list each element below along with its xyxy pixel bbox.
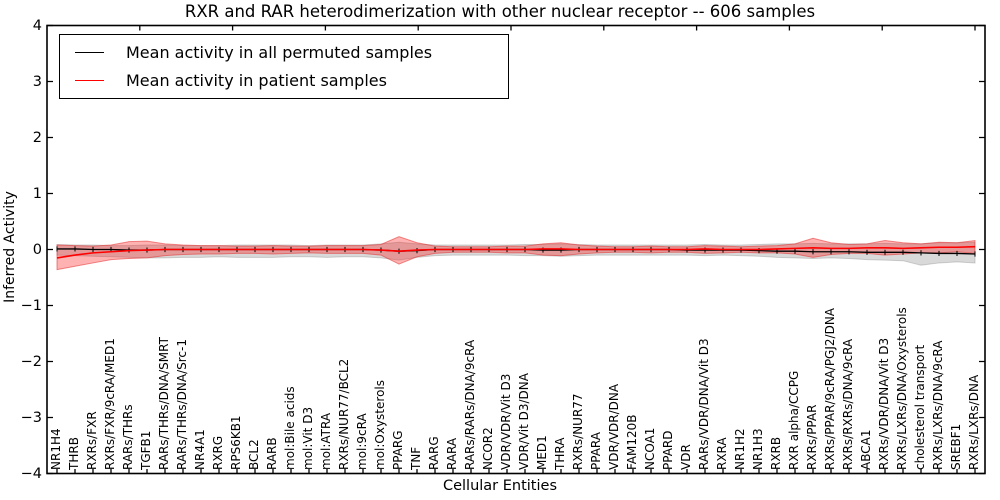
x-tick-label: RXRG: [211, 435, 225, 470]
legend-label-patient: Mean activity in patient samples: [126, 70, 387, 90]
legend-item-patient: Mean activity in patient samples: [75, 71, 508, 90]
x-tick-label: THRB: [67, 437, 81, 470]
x-tick-label: VDR/Vit D3/DNA: [517, 373, 531, 470]
x-tick-label: RARs/THRs/DNA/Src-1: [175, 339, 189, 470]
y-tick-label: −2: [20, 353, 42, 370]
x-tick-label: PPARG: [391, 430, 405, 470]
x-axis-label: Cellular Entities: [442, 478, 558, 494]
x-tick-label: RARG: [427, 436, 441, 470]
x-tick-label: NR1H4: [49, 428, 63, 470]
x-tick-label: FAM120B: [625, 414, 639, 471]
x-tick-label: RXRs/LXRs/DNA: [967, 374, 981, 470]
y-tick-label: 0: [32, 241, 42, 258]
x-tick-label: VDR: [679, 444, 693, 470]
x-tick-label: NR1H3: [751, 428, 765, 470]
x-tick-label: RARB: [265, 437, 279, 470]
patient-band: [56, 236, 976, 271]
x-tick-label: NCOR2: [481, 427, 495, 470]
x-tick-label: RPS6KB1: [229, 415, 243, 470]
x-tick-label: RXRs/VDR/DNA/Vit D3: [877, 337, 891, 470]
patient-mean-line: [56, 245, 976, 259]
x-tick-label: NR4A1: [193, 429, 207, 470]
x-tick-label: mol:Oxysterols: [373, 380, 387, 470]
x-tick-label: MED1: [535, 435, 549, 470]
y-tick-label: −3: [20, 409, 42, 426]
x-tick-label: TGFB1: [139, 430, 153, 470]
x-tick-label: RXRs/FXR: [85, 411, 99, 470]
x-tick-label: RXRs/PPAR/9cRA/PGJ2/DNA: [823, 308, 837, 470]
permuted-line-swatch: [75, 52, 104, 54]
x-tick-label: RARs/THRs/DNA/SMRT: [157, 337, 171, 470]
x-tick-label: NR1H2: [733, 428, 747, 470]
x-tick-label: THRA: [553, 437, 567, 470]
x-tick-label: PPARD: [661, 430, 675, 471]
chart-title: RXR and RAR heterodimerization with othe…: [184, 2, 816, 21]
x-tick-label: cholesterol transport: [913, 344, 927, 470]
x-tick-label: RXRs/NUR77: [571, 393, 585, 470]
x-tick-label: mol:Vit D3: [301, 406, 315, 470]
y-tick-label: 4: [32, 17, 42, 34]
x-tick-label: RARs/RARs/DNA/9cRA: [463, 339, 477, 470]
x-tick-label: VDR/VDR/Vit D3: [499, 373, 513, 470]
legend-item-permuted: Mean activity in all permuted samples: [75, 43, 508, 62]
y-tick-label: 3: [32, 73, 42, 90]
x-tick-label: RXRs/LXRs/DNA/9cRA: [931, 340, 945, 471]
x-tick-label: RXRs/LXRs/DNA/Oxysterols: [895, 307, 909, 470]
x-tick-label: mol:Bile acids: [283, 386, 297, 470]
x-tick-label: RXRs/FXR/9cRA/MED1: [103, 338, 117, 470]
x-tick-label: VDR/VDR/DNA: [607, 383, 621, 470]
x-tick-label: mol:9cRA: [355, 413, 369, 470]
x-tick-label: RARA: [445, 437, 459, 470]
legend: Mean activity in all permuted samples Me…: [59, 34, 509, 99]
x-tick-label: SREBF1: [949, 423, 963, 470]
x-tick-label: RXRs/RXRs/DNA/9cRA: [841, 338, 855, 470]
permuted-band: [56, 241, 976, 266]
y-tick-label: 1: [32, 185, 42, 202]
legend-label-permuted: Mean activity in all permuted samples: [126, 43, 433, 63]
x-tick-label: RARs/VDR/DNA/Vit D3: [697, 338, 711, 470]
patient-line-swatch: [75, 79, 104, 81]
x-tick-label: RXRA: [715, 437, 729, 470]
x-tick-label: RXR alpha/CCPG: [787, 370, 801, 470]
x-tick-label: RXRB: [769, 436, 783, 470]
x-tick-label: RARs/THRs: [121, 404, 135, 470]
y-tick-label: 2: [32, 129, 42, 146]
axis-ticks: [47, 24, 985, 475]
x-tick-label: RXRs/PPAR: [805, 404, 819, 470]
x-tick-label: mol:ATRA: [319, 412, 333, 470]
x-tick-label: ABCA1: [859, 429, 873, 470]
x-tick-label: TNF: [409, 446, 423, 470]
x-tick-label: PPARA: [589, 432, 603, 470]
x-tick-label: BCL2: [247, 439, 261, 470]
x-tick-label: NCOA1: [643, 427, 657, 470]
y-tick-label: −4: [20, 465, 42, 482]
x-tick-label: RXRs/NUR77/BCL2: [337, 358, 351, 470]
y-tick-label: −1: [20, 297, 42, 314]
